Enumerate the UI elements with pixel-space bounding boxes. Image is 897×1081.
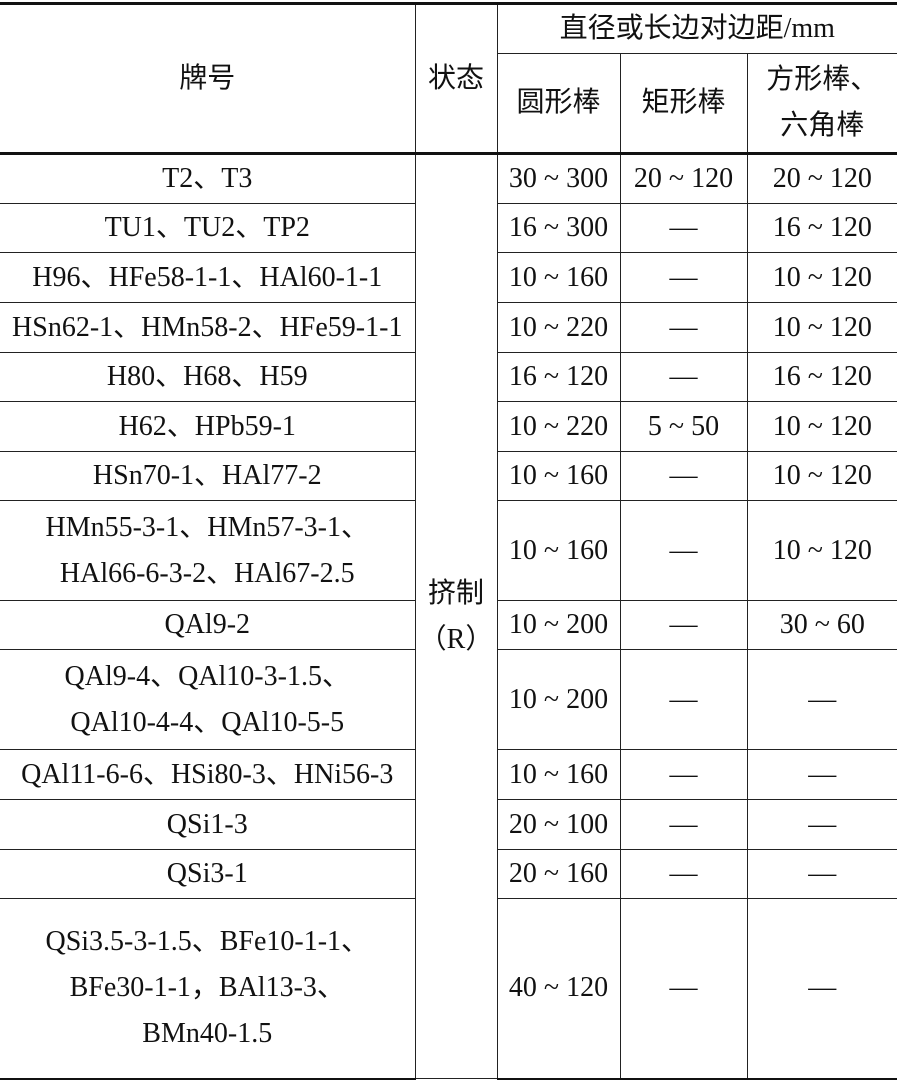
rect-bar-cell: — [620, 750, 747, 800]
grade-line: HSn70-1、HAl77-2 [0, 456, 415, 496]
grade-line: HSn62-1、HMn58-2、HFe59-1-1 [0, 308, 415, 348]
round-bar-cell: 10 ~ 160 [497, 501, 620, 601]
state-line: （R） [416, 617, 497, 663]
rect-bar-cell: — [620, 850, 747, 899]
header-rect-bar: 矩形棒 [620, 54, 747, 154]
grade-line: QAl11-6-6、HSi80-3、HNi56-3 [0, 755, 415, 795]
grade-line: H62、HPb59-1 [0, 407, 415, 447]
round-bar-cell: 20 ~ 100 [497, 800, 620, 850]
header-square-hex-line1: 方形棒、 [748, 57, 897, 103]
grade-cell: QSi1-3 [0, 800, 415, 850]
grade-line: HAl66-6-3-2、HAl67-2.5 [0, 551, 415, 597]
grade-cell: HSn62-1、HMn58-2、HFe59-1-1 [0, 303, 415, 353]
square-hex-bar-cell: 10 ~ 120 [747, 303, 897, 353]
grade-cell: QSi3-1 [0, 850, 415, 899]
grade-line: H80、H68、H59 [0, 357, 415, 397]
square-hex-bar-cell: 10 ~ 120 [747, 501, 897, 601]
header-state: 状态 [415, 4, 497, 154]
state-line: 挤制 [416, 571, 497, 617]
rect-bar-cell: — [620, 501, 747, 601]
grade-cell: HSn70-1、HAl77-2 [0, 452, 415, 501]
grade-line: T2、T3 [0, 159, 415, 199]
round-bar-cell: 40 ~ 120 [497, 899, 620, 1079]
round-bar-cell: 10 ~ 160 [497, 253, 620, 303]
grade-line: TU1、TU2、TP2 [0, 208, 415, 248]
grade-cell: QAl9-4、QAl10-3-1.5、QAl10-4-4、QAl10-5-5 [0, 650, 415, 750]
rect-bar-cell: — [620, 452, 747, 501]
round-bar-cell: 10 ~ 200 [497, 650, 620, 750]
grade-cell: TU1、TU2、TP2 [0, 204, 415, 253]
grade-line: QSi3-1 [0, 854, 415, 894]
square-hex-bar-cell: — [747, 850, 897, 899]
grade-cell: H80、H68、H59 [0, 353, 415, 402]
rect-bar-cell: — [620, 204, 747, 253]
state-cell: 挤制（R） [415, 154, 497, 1079]
header-round-bar: 圆形棒 [497, 54, 620, 154]
square-hex-bar-cell: 10 ~ 120 [747, 452, 897, 501]
rect-bar-cell: — [620, 899, 747, 1079]
grade-cell: QAl9-2 [0, 601, 415, 650]
square-hex-bar-cell: 20 ~ 120 [747, 154, 897, 204]
grade-line: QAl9-4、QAl10-3-1.5、 [0, 654, 415, 700]
grade-cell: QSi3.5-3-1.5、BFe10-1-1、BFe30-1-1，BAl13-3… [0, 899, 415, 1079]
header-grade: 牌号 [0, 4, 415, 154]
grade-cell: T2、T3 [0, 154, 415, 204]
square-hex-bar-cell: — [747, 800, 897, 850]
rect-bar-cell: 5 ~ 50 [620, 402, 747, 452]
grade-line: H96、HFe58-1-1、HAl60-1-1 [0, 258, 415, 298]
square-hex-bar-cell: 16 ~ 120 [747, 353, 897, 402]
square-hex-bar-cell: 16 ~ 120 [747, 204, 897, 253]
round-bar-cell: 20 ~ 160 [497, 850, 620, 899]
grade-line: BMn40-1.5 [0, 1011, 415, 1057]
square-hex-bar-cell: — [747, 899, 897, 1079]
rect-bar-cell: 20 ~ 120 [620, 154, 747, 204]
rect-bar-cell: — [620, 601, 747, 650]
rect-bar-cell: — [620, 353, 747, 402]
round-bar-cell: 16 ~ 120 [497, 353, 620, 402]
header-size-group: 直径或长边对边距/mm [497, 4, 897, 54]
square-hex-bar-cell: 10 ~ 120 [747, 253, 897, 303]
round-bar-cell: 10 ~ 160 [497, 452, 620, 501]
rect-bar-cell: — [620, 303, 747, 353]
grade-cell: HMn55-3-1、HMn57-3-1、HAl66-6-3-2、HAl67-2.… [0, 501, 415, 601]
header-square-hex-bar: 方形棒、 六角棒 [747, 54, 897, 154]
grade-line: QSi1-3 [0, 805, 415, 845]
rect-bar-cell: — [620, 650, 747, 750]
square-hex-bar-cell: — [747, 750, 897, 800]
round-bar-cell: 30 ~ 300 [497, 154, 620, 204]
grade-line: BFe30-1-1，BAl13-3、 [0, 965, 415, 1011]
round-bar-cell: 16 ~ 300 [497, 204, 620, 253]
round-bar-cell: 10 ~ 160 [497, 750, 620, 800]
grade-line: HMn55-3-1、HMn57-3-1、 [0, 505, 415, 551]
grade-cell: QAl11-6-6、HSi80-3、HNi56-3 [0, 750, 415, 800]
grade-line: QSi3.5-3-1.5、BFe10-1-1、 [0, 919, 415, 965]
rect-bar-cell: — [620, 253, 747, 303]
round-bar-cell: 10 ~ 220 [497, 303, 620, 353]
round-bar-cell: 10 ~ 200 [497, 601, 620, 650]
grade-cell: H96、HFe58-1-1、HAl60-1-1 [0, 253, 415, 303]
square-hex-bar-cell: 30 ~ 60 [747, 601, 897, 650]
round-bar-cell: 10 ~ 220 [497, 402, 620, 452]
square-hex-bar-cell: — [747, 650, 897, 750]
grade-line: QAl9-2 [0, 605, 415, 645]
grade-cell: H62、HPb59-1 [0, 402, 415, 452]
square-hex-bar-cell: 10 ~ 120 [747, 402, 897, 452]
header-square-hex-line2: 六角棒 [748, 103, 897, 149]
rect-bar-cell: — [620, 800, 747, 850]
grade-line: QAl10-4-4、QAl10-5-5 [0, 700, 415, 746]
